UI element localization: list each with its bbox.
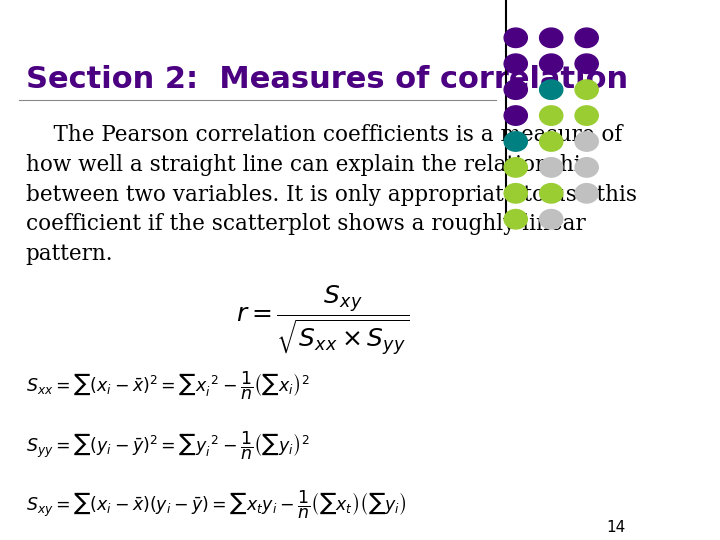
Text: 14: 14 bbox=[606, 519, 626, 535]
Circle shape bbox=[575, 132, 598, 151]
Circle shape bbox=[504, 28, 527, 48]
Circle shape bbox=[575, 158, 598, 177]
Circle shape bbox=[539, 132, 563, 151]
Circle shape bbox=[504, 54, 527, 73]
Circle shape bbox=[504, 80, 527, 99]
Circle shape bbox=[539, 106, 563, 125]
Circle shape bbox=[575, 184, 598, 203]
Text: $S_{xx} = \sum(x_i - \bar{x})^2 = \sum x_i^{\ 2} - \dfrac{1}{n}\left(\sum x_i\ri: $S_{xx} = \sum(x_i - \bar{x})^2 = \sum x… bbox=[26, 370, 310, 402]
Text: The Pearson correlation coefficients is a measure of
how well a straight line ca: The Pearson correlation coefficients is … bbox=[26, 124, 636, 265]
Text: $r = \dfrac{S_{xy}}{\sqrt{S_{xx} \times S_{yy}}}$: $r = \dfrac{S_{xy}}{\sqrt{S_{xx} \times … bbox=[235, 284, 409, 357]
Text: $S_{xy} = \sum(x_i - \bar{x})(y_i - \bar{y}) = \sum x_t y_i - \dfrac{1}{n}\left(: $S_{xy} = \sum(x_i - \bar{x})(y_i - \bar… bbox=[26, 489, 407, 521]
Circle shape bbox=[539, 80, 563, 99]
Circle shape bbox=[575, 80, 598, 99]
Circle shape bbox=[575, 106, 598, 125]
Circle shape bbox=[504, 184, 527, 203]
Circle shape bbox=[539, 28, 563, 48]
Circle shape bbox=[539, 184, 563, 203]
Circle shape bbox=[504, 210, 527, 229]
Text: Section 2:  Measures of correlation: Section 2: Measures of correlation bbox=[26, 65, 628, 94]
Circle shape bbox=[539, 210, 563, 229]
Circle shape bbox=[504, 158, 527, 177]
Circle shape bbox=[504, 132, 527, 151]
Circle shape bbox=[575, 28, 598, 48]
Circle shape bbox=[539, 158, 563, 177]
Circle shape bbox=[504, 106, 527, 125]
Circle shape bbox=[539, 54, 563, 73]
Text: $S_{yy} = \sum(y_i - \bar{y})^2 = \sum y_i^{\ 2} - \dfrac{1}{n}\left(\sum y_i\ri: $S_{yy} = \sum(y_i - \bar{y})^2 = \sum y… bbox=[26, 429, 310, 462]
Circle shape bbox=[575, 54, 598, 73]
